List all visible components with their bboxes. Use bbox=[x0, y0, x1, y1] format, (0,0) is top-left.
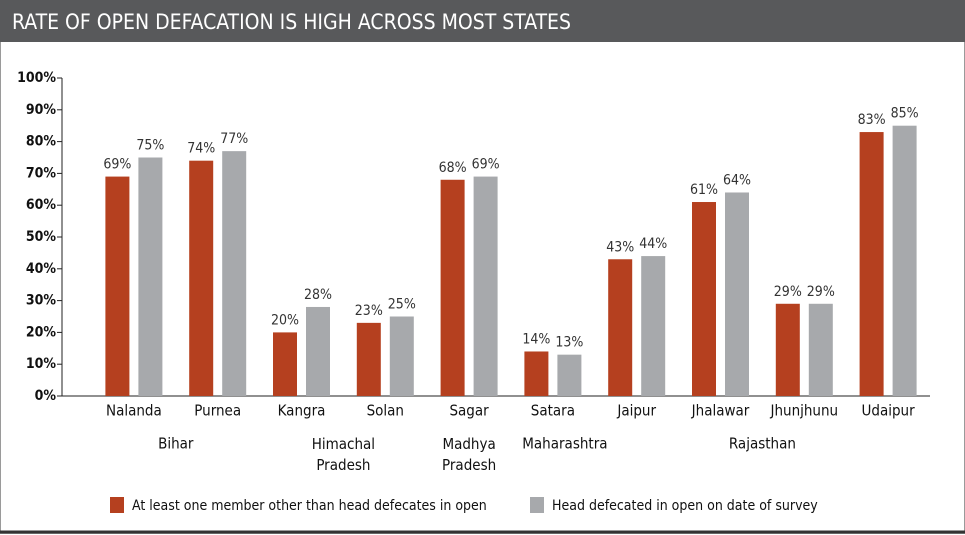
y-tick-label: 0% bbox=[35, 388, 57, 404]
bar bbox=[273, 332, 297, 396]
group-label: Bihar bbox=[158, 435, 194, 453]
x-tick-label: Jaipur bbox=[616, 402, 656, 420]
x-tick-label: Nalanda bbox=[106, 402, 162, 420]
legend-label: At least one member other than head defe… bbox=[132, 498, 487, 514]
bar bbox=[692, 202, 716, 396]
bar bbox=[641, 256, 666, 396]
value-label: 77% bbox=[220, 131, 248, 147]
y-tick-label: 70% bbox=[26, 165, 57, 181]
x-tick-label: Sagar bbox=[449, 402, 489, 420]
value-label: 25% bbox=[388, 297, 416, 313]
bar bbox=[808, 303, 833, 396]
value-label: 69% bbox=[103, 157, 131, 173]
value-label: 85% bbox=[891, 106, 919, 122]
y-tick-label: 40% bbox=[26, 261, 57, 277]
bar bbox=[892, 125, 917, 396]
y-tick-label: 80% bbox=[26, 134, 57, 150]
value-label: 64% bbox=[723, 172, 751, 188]
y-tick-label: 90% bbox=[26, 102, 57, 118]
y-tick-label: 50% bbox=[26, 229, 57, 245]
x-tick-label: Udaipur bbox=[862, 402, 916, 420]
value-label: 20% bbox=[271, 312, 299, 328]
group-label: Rajasthan bbox=[729, 435, 796, 453]
legend-swatch bbox=[110, 497, 124, 513]
value-label: 44% bbox=[639, 236, 667, 252]
chart-title: RATE OF OPEN DEFACATION IS HIGH ACROSS M… bbox=[12, 10, 571, 34]
bar bbox=[725, 192, 749, 396]
value-label: 68% bbox=[439, 160, 467, 176]
bar bbox=[105, 176, 130, 396]
value-label: 61% bbox=[690, 182, 718, 198]
x-tick-label: Satara bbox=[531, 402, 575, 420]
y-tick-label: 20% bbox=[26, 324, 57, 340]
group-label: Himachal Pradesh bbox=[312, 435, 375, 474]
value-label: 75% bbox=[136, 138, 164, 154]
value-label: 28% bbox=[304, 287, 332, 303]
value-label: 69% bbox=[472, 157, 500, 173]
value-label: 29% bbox=[774, 284, 802, 300]
y-tick-label: 30% bbox=[26, 293, 57, 309]
bar bbox=[440, 179, 465, 396]
x-tick-label: Kangra bbox=[278, 402, 326, 420]
value-label: 13% bbox=[555, 335, 583, 351]
bar bbox=[557, 354, 582, 396]
y-tick-label: 60% bbox=[26, 197, 57, 213]
bar bbox=[608, 259, 633, 396]
value-label: 83% bbox=[858, 112, 886, 128]
bar bbox=[306, 306, 330, 396]
y-tick-label: 100% bbox=[17, 70, 56, 86]
x-tick-label: Purnea bbox=[194, 402, 241, 420]
value-label: 23% bbox=[355, 303, 383, 319]
bar bbox=[389, 316, 414, 396]
bar bbox=[189, 160, 214, 396]
bar bbox=[138, 157, 163, 396]
value-label: 29% bbox=[807, 284, 835, 300]
bar bbox=[222, 151, 247, 396]
x-tick-label: Jhalawar bbox=[691, 402, 750, 420]
x-tick-label: Jhunjhunu bbox=[769, 402, 838, 420]
group-label: Maharashtra bbox=[522, 435, 607, 453]
bar bbox=[524, 351, 549, 396]
y-tick-label: 10% bbox=[26, 356, 57, 372]
value-label: 43% bbox=[606, 239, 634, 255]
bar bbox=[473, 176, 498, 396]
title-bar bbox=[0, 0, 965, 42]
legend-label: Head defecated in open on date of survey bbox=[552, 498, 818, 514]
x-tick-label: Solan bbox=[367, 402, 404, 420]
bar bbox=[859, 132, 884, 396]
bar bbox=[775, 303, 800, 396]
legend-swatch bbox=[530, 497, 544, 513]
group-label: Madhya Pradesh bbox=[442, 435, 496, 474]
value-label: 14% bbox=[522, 331, 550, 347]
bar bbox=[356, 322, 381, 396]
value-label: 74% bbox=[187, 141, 215, 157]
